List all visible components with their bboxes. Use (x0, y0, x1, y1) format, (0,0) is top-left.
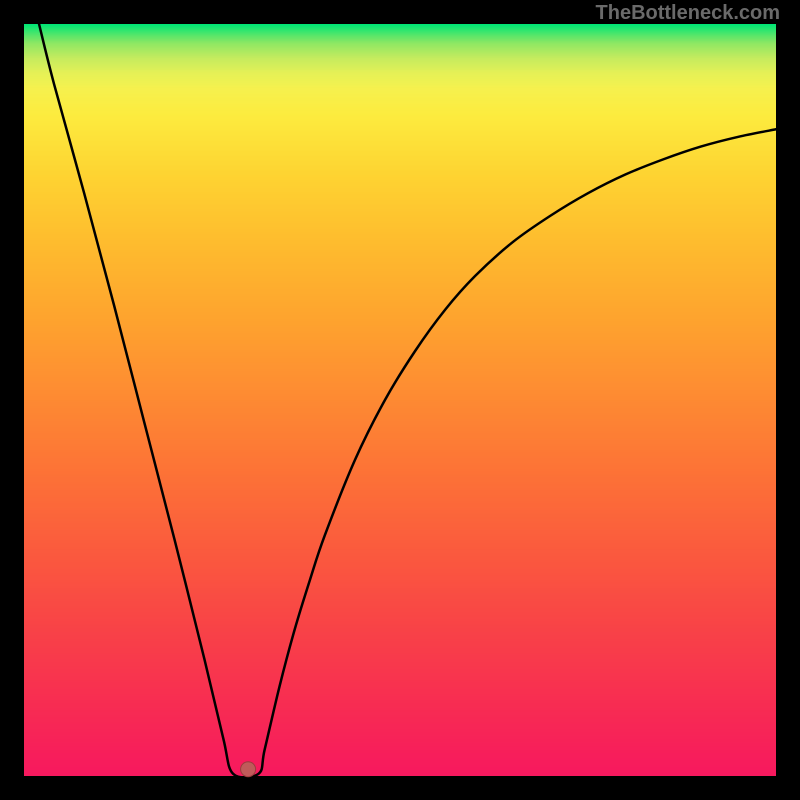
watermark-text: TheBottleneck.com (596, 2, 780, 25)
bottleneck-curve-layer (0, 0, 800, 800)
chart-frame: TheBottleneck.com (0, 0, 800, 800)
min-marker-dot (241, 762, 256, 777)
bottleneck-curve (39, 24, 776, 777)
